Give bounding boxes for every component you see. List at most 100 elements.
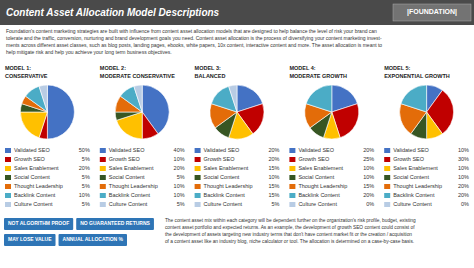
legend-label: Backlink Content [14, 192, 56, 198]
legend-value: 15% [363, 183, 374, 189]
legend: Validated SEO10%Growth SEO30%Sales Enabl… [384, 147, 469, 207]
pie-slice [401, 85, 427, 112]
legend-label: Social Content [109, 174, 145, 180]
legend-label: Social Content [393, 174, 429, 180]
legend-swatch [384, 175, 390, 180]
legend-label: Social Content [298, 174, 334, 180]
legend-value: 20% [458, 192, 469, 198]
legend-value: 20% [79, 165, 90, 171]
text-line: Foundation's content marketing strategie… [6, 28, 377, 34]
button-label: ANNUAL ALLOCATION % [63, 236, 124, 242]
foundation-box [393, 4, 471, 21]
legend-value: 10% [268, 174, 279, 180]
button: MAY LOSE VALUE [4, 234, 56, 246]
model-subtitle: BALANCED [195, 73, 226, 79]
text-line: the development of assets targeting new … [165, 232, 412, 237]
pie [305, 85, 359, 139]
text-line: content asset portfolio and expected ret… [165, 225, 415, 230]
legend-value: 20% [268, 147, 279, 153]
legend-swatch [384, 184, 390, 189]
legend-label: Growth SEO [204, 156, 236, 162]
legend-value: 10% [363, 165, 374, 171]
legend-swatch [195, 157, 201, 162]
button-background [4, 218, 73, 230]
button: NO GUARANTEED RETURNS [76, 218, 154, 230]
legend-swatch [195, 202, 201, 207]
legend-label: Culture Content [14, 201, 53, 207]
legend-swatch [384, 193, 390, 198]
legend-label: Social Content [14, 174, 50, 180]
legend-label: Sales Enablement [14, 165, 59, 171]
text-line: help mitigate risk and help you achieve … [6, 49, 172, 55]
header: Content Asset Allocation Model Descripti… [0, 0, 474, 25]
legend-swatch [5, 175, 11, 180]
button: ANNUAL ALLOCATION % [59, 234, 127, 246]
button-background [59, 234, 127, 246]
legend-label: Validated SEO [109, 147, 145, 153]
legend-swatch [195, 175, 201, 180]
legend-value: 5% [82, 156, 90, 162]
legend-value: 20% [363, 192, 374, 198]
button-label: MAY LOSE VALUE [8, 236, 52, 242]
page: Content Asset Allocation Model Descripti… [0, 0, 474, 268]
model-subtitle: CONSERVATIVE [5, 73, 48, 79]
legend-swatch [289, 202, 295, 207]
model-title: MODEL 5: [384, 65, 410, 71]
model-column: MODEL 4:MODERATE GROWTHValidated SEO20%G… [289, 65, 374, 207]
legend-label: Growth SEO [109, 156, 141, 162]
pie-slice [115, 112, 142, 120]
legend-swatch [5, 184, 11, 189]
legend-label: Sales Enablement [298, 165, 343, 171]
legend-value: 5% [177, 201, 185, 207]
legend-label: Culture Content [109, 201, 148, 207]
legend-label: Validated SEO [204, 147, 240, 153]
legend: Validated SEO50%Growth SEO5%Sales Enable… [5, 147, 90, 207]
legend-label: Backlink Content [109, 192, 151, 198]
pie-slice [47, 85, 74, 139]
pie [115, 85, 169, 139]
legend-value: 5% [82, 174, 90, 180]
legend-swatch [5, 148, 11, 153]
legend-swatch [384, 157, 390, 162]
button-label: NOT ALGORITHM PROOF [8, 220, 69, 226]
legend-swatch [289, 193, 295, 198]
legend-swatch [100, 193, 106, 198]
legend-value: 15% [268, 183, 279, 189]
legend-label: Growth SEO [298, 156, 330, 162]
button-background [4, 234, 56, 246]
pie-slice [142, 112, 158, 139]
legend-swatch [5, 166, 11, 171]
legend-swatch [100, 157, 106, 162]
model-subtitle: MODERATE CONSERVATIVE [100, 73, 175, 79]
legend: Validated SEO20%Growth SEO20%Sales Enabl… [195, 147, 280, 207]
legend-label: Growth SEO [14, 156, 46, 162]
legend-swatch [100, 148, 106, 153]
button-background [76, 218, 154, 230]
model-subtitle: EXPONENTIAL GROWTH [384, 73, 450, 79]
legend-value: 15% [268, 192, 279, 198]
legend-value: 5% [82, 183, 90, 189]
legend-value: 10% [174, 156, 185, 162]
legend-label: Culture Content [204, 201, 243, 207]
legend-value: 0% [366, 201, 374, 207]
legend-value: 10% [174, 192, 185, 198]
legend-value: 5% [271, 201, 279, 207]
model-column: MODEL 3:BALANCEDValidated SEO20%Growth S… [195, 65, 280, 207]
legend-value: 10% [79, 192, 90, 198]
title: Content Asset Allocation Model Descripti… [6, 7, 220, 18]
legend-swatch [384, 166, 390, 171]
legend-label: Culture Content [393, 201, 432, 207]
legend-label: Validated SEO [298, 147, 334, 153]
pie-slice [20, 112, 47, 138]
model-title: MODEL 2: [100, 65, 126, 71]
pie [400, 85, 454, 139]
model-column: MODEL 2: MODERATE CONSERVATIVE Validated S… [100, 65, 185, 207]
pie-slice [306, 85, 332, 112]
pie [210, 85, 264, 139]
legend-value: 10% [458, 174, 469, 180]
legend-label: Validated SEO [14, 147, 50, 153]
button-label: NO GUARANTEED RETURNS [80, 220, 150, 226]
legend-swatch [289, 166, 295, 171]
legend-label: Social Content [204, 174, 240, 180]
legend-label: Sales Enablement [393, 165, 438, 171]
